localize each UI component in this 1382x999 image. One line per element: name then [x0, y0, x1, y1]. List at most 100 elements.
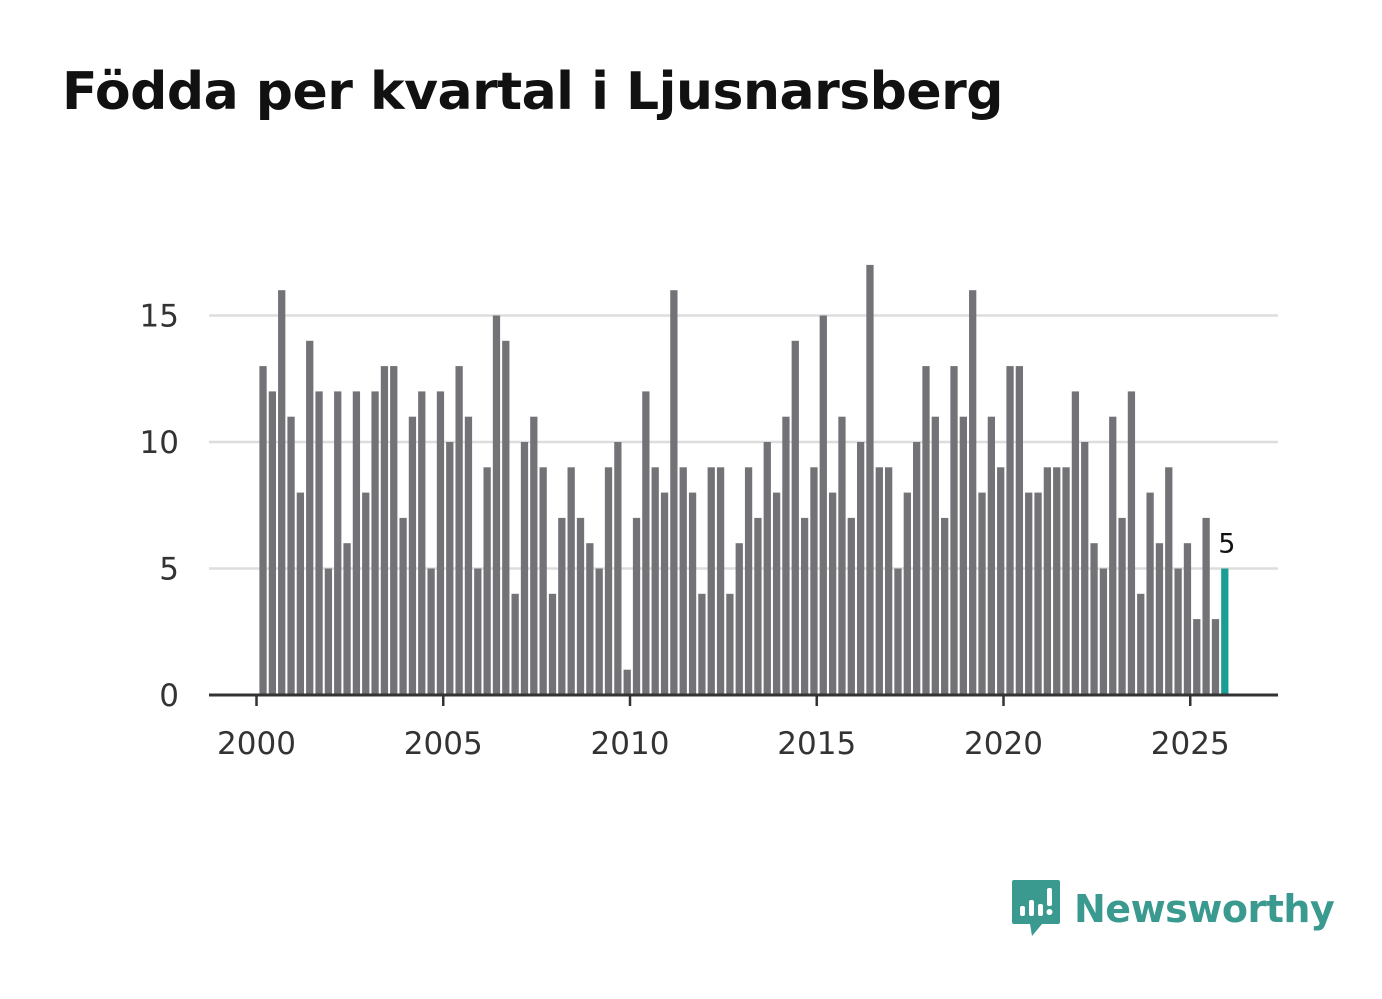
bar	[1202, 517, 1210, 695]
x-tick-label: 2020	[964, 726, 1043, 762]
bar	[782, 416, 790, 695]
bar	[1127, 391, 1136, 695]
bar	[1193, 619, 1201, 695]
bar	[1006, 366, 1014, 695]
bar	[894, 568, 902, 695]
bar	[1211, 619, 1220, 695]
bar	[296, 492, 305, 695]
brand-logo: Newsworthy	[1010, 878, 1335, 940]
bar	[1099, 568, 1108, 695]
bar	[1015, 366, 1024, 695]
bar	[651, 467, 659, 695]
bar	[530, 416, 538, 695]
bars	[259, 264, 1229, 695]
bar	[1137, 593, 1145, 695]
bar	[1109, 416, 1117, 695]
bar	[866, 264, 874, 695]
bar	[334, 391, 342, 695]
bar-highlight	[1221, 568, 1229, 695]
bar	[446, 442, 454, 695]
bar	[1043, 467, 1052, 695]
bar	[539, 467, 547, 695]
x-axis-ticks: 2000 2005 2010 2015 2020 2025	[217, 695, 1230, 762]
bar	[707, 467, 715, 695]
bar	[474, 568, 482, 695]
bar	[688, 492, 697, 695]
bar	[791, 340, 799, 695]
bar	[520, 442, 529, 695]
bar	[614, 442, 622, 695]
y-tick-label: 10	[140, 425, 179, 461]
bar	[306, 340, 314, 695]
bar	[287, 416, 295, 695]
bar	[324, 568, 333, 695]
x-tick-label: 2000	[217, 726, 296, 762]
y-tick-label: 5	[159, 552, 179, 588]
bar	[604, 467, 613, 695]
bar	[511, 593, 519, 695]
bar	[931, 416, 939, 695]
last-value-label: 5	[1218, 529, 1235, 560]
bar	[716, 467, 725, 695]
bar	[576, 517, 585, 695]
bar	[875, 467, 883, 695]
bar	[268, 391, 277, 695]
bar	[922, 366, 930, 695]
bar	[847, 517, 855, 695]
bar	[1165, 467, 1173, 695]
bar	[1174, 568, 1182, 695]
bar	[1062, 467, 1070, 695]
x-tick-label: 2025	[1151, 726, 1230, 762]
bar	[913, 442, 921, 695]
bar	[1071, 391, 1080, 695]
bar	[1053, 467, 1061, 695]
bar	[1025, 492, 1033, 695]
bar	[548, 593, 557, 695]
bar	[885, 467, 893, 695]
bar	[567, 467, 575, 695]
bar	[1183, 543, 1192, 695]
bar	[558, 517, 566, 695]
x-tick-label: 2015	[777, 726, 856, 762]
bar	[259, 366, 267, 695]
bar	[623, 669, 631, 695]
bar	[726, 593, 734, 695]
y-tick-label: 0	[159, 678, 179, 714]
x-tick-label: 2010	[591, 726, 670, 762]
bar	[502, 340, 510, 695]
bar	[987, 416, 995, 695]
bar	[819, 315, 827, 695]
bar	[800, 517, 809, 695]
bar	[1081, 442, 1089, 695]
bar	[950, 366, 958, 695]
bar	[1118, 517, 1126, 695]
bar	[418, 391, 426, 695]
bar	[903, 492, 911, 695]
brand-name: Newsworthy	[1074, 887, 1335, 931]
bar	[670, 290, 678, 695]
bar	[1155, 543, 1164, 695]
bar	[660, 492, 669, 695]
bar	[679, 467, 687, 695]
bar	[735, 543, 743, 695]
bar	[464, 416, 473, 695]
bar	[969, 290, 977, 695]
bar	[772, 492, 781, 695]
bar	[838, 416, 846, 695]
bar	[343, 543, 351, 695]
bar	[763, 442, 771, 695]
bar	[399, 517, 407, 695]
bar	[380, 366, 389, 695]
bar	[492, 315, 501, 695]
bar	[856, 442, 865, 695]
newsworthy-icon	[1012, 880, 1060, 936]
bar	[1146, 492, 1154, 695]
bar	[595, 568, 603, 695]
bar	[1090, 543, 1098, 695]
x-tick-label: 2005	[404, 726, 483, 762]
bar	[455, 366, 463, 695]
bar	[408, 416, 417, 695]
bar	[632, 517, 641, 695]
data-labels: 5	[1218, 529, 1235, 560]
